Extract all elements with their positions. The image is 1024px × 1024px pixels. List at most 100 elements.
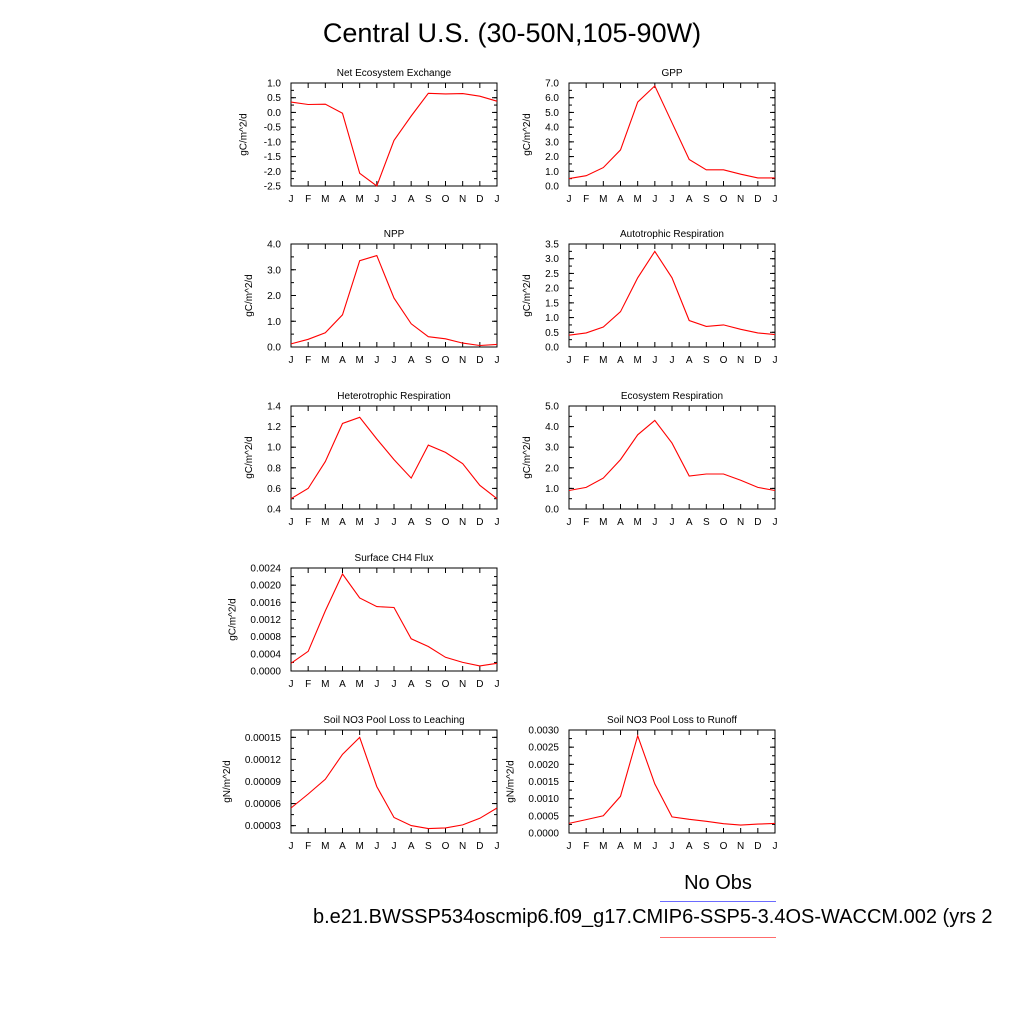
x-tick-label: F — [583, 194, 589, 205]
legend-no-obs-label: No Obs — [684, 872, 752, 894]
y-tick-label: 1.5 — [545, 298, 559, 309]
chart-title: Surface CH4 Flux — [355, 553, 434, 564]
x-tick-label: F — [583, 841, 589, 852]
x-tick-label: J — [392, 679, 397, 690]
x-tick-label: M — [321, 517, 329, 528]
y-tick-label: 0.0 — [267, 343, 281, 354]
x-tick-label: A — [339, 355, 346, 366]
plot-frame — [568, 243, 776, 348]
y-tick-label: -2.0 — [264, 167, 282, 178]
chart-title: GPP — [661, 68, 682, 79]
y-tick-label: 0.00009 — [245, 777, 282, 788]
x-tick-label: O — [442, 517, 450, 528]
x-tick-label: O — [720, 355, 728, 366]
x-tick-label: J — [773, 355, 778, 366]
x-tick-label: J — [495, 517, 500, 528]
chart-title: Ecosystem Respiration — [621, 391, 723, 402]
y-tick-label: 4.0 — [545, 123, 559, 134]
x-tick-label: F — [583, 355, 589, 366]
x-tick-label: N — [459, 679, 466, 690]
x-tick-label: D — [754, 517, 761, 528]
x-tick-label: S — [703, 194, 710, 205]
y-tick-label: 0.0008 — [250, 632, 281, 643]
plot-frame — [290, 405, 498, 510]
x-tick-label: S — [425, 841, 432, 852]
series-line — [568, 84, 775, 180]
x-tick-label: J — [567, 355, 572, 366]
y-tick-label: 3.5 — [545, 240, 559, 251]
y-tick-label: 0.00012 — [245, 755, 282, 766]
plot-frame — [290, 243, 498, 348]
x-tick-label: J — [374, 841, 379, 852]
plot-frame — [568, 82, 776, 187]
x-tick-label: M — [321, 355, 329, 366]
x-tick-label: A — [408, 679, 415, 690]
y-tick-label: 0.0010 — [528, 794, 559, 805]
y-tick-label: 1.4 — [267, 402, 281, 413]
y-tick-label: 4.0 — [545, 422, 559, 433]
x-tick-label: A — [408, 194, 415, 205]
x-tick-label: O — [720, 194, 728, 205]
y-axis-label: gC/m^2/d — [239, 113, 250, 156]
series-line — [290, 736, 498, 830]
plot-frame — [568, 405, 776, 510]
legend-model-line — [660, 937, 776, 938]
x-tick-label: J — [374, 194, 379, 205]
y-tick-label: 2.0 — [545, 284, 559, 295]
x-tick-label: J — [289, 355, 294, 366]
x-tick-label: J — [495, 194, 500, 205]
x-tick-label: N — [737, 355, 744, 366]
x-tick-label: O — [720, 517, 728, 528]
y-axis-label: gN/m^2/d — [222, 760, 233, 803]
x-tick-label: J — [670, 194, 675, 205]
y-tick-label: -1.0 — [264, 137, 282, 148]
x-tick-label: J — [392, 194, 397, 205]
x-tick-label: M — [633, 841, 641, 852]
x-tick-label: S — [425, 517, 432, 528]
x-tick-label: A — [339, 517, 346, 528]
x-tick-label: J — [289, 517, 294, 528]
y-tick-label: 5.0 — [545, 402, 559, 413]
y-tick-label: 0.0000 — [528, 829, 559, 840]
x-tick-label: A — [686, 517, 693, 528]
series-line — [290, 572, 498, 667]
x-tick-label: J — [289, 841, 294, 852]
y-tick-label: 1.0 — [267, 79, 281, 90]
x-tick-label: O — [442, 841, 450, 852]
y-tick-label: 0.0025 — [528, 743, 559, 754]
x-tick-label: D — [754, 355, 761, 366]
x-tick-label: D — [754, 841, 761, 852]
x-tick-label: J — [773, 194, 778, 205]
x-tick-label: J — [652, 841, 657, 852]
y-tick-label: 1.0 — [267, 443, 281, 454]
x-tick-label: F — [305, 194, 311, 205]
y-tick-label: 3.0 — [545, 137, 559, 148]
x-tick-label: A — [339, 841, 346, 852]
x-tick-label: A — [617, 517, 624, 528]
chart-title: Soil NO3 Pool Loss to Runoff — [607, 715, 737, 726]
series-line — [568, 250, 776, 336]
x-tick-label: N — [459, 355, 466, 366]
y-tick-label: 0.6 — [267, 484, 281, 495]
y-tick-label: -2.5 — [264, 182, 282, 193]
chart-title: Net Ecosystem Exchange — [337, 68, 452, 79]
y-axis-label: gN/m^2/d — [505, 760, 516, 803]
plot-frame — [568, 729, 776, 834]
x-tick-label: J — [567, 517, 572, 528]
x-tick-label: F — [305, 355, 311, 366]
y-tick-label: 0.00015 — [245, 733, 282, 744]
x-tick-label: M — [355, 841, 363, 852]
y-tick-label: 0.0 — [267, 108, 281, 119]
x-tick-label: M — [355, 679, 363, 690]
x-tick-label: M — [599, 841, 607, 852]
x-tick-label: O — [442, 194, 450, 205]
x-tick-label: J — [374, 355, 379, 366]
x-tick-label: J — [495, 841, 500, 852]
x-tick-label: F — [305, 841, 311, 852]
